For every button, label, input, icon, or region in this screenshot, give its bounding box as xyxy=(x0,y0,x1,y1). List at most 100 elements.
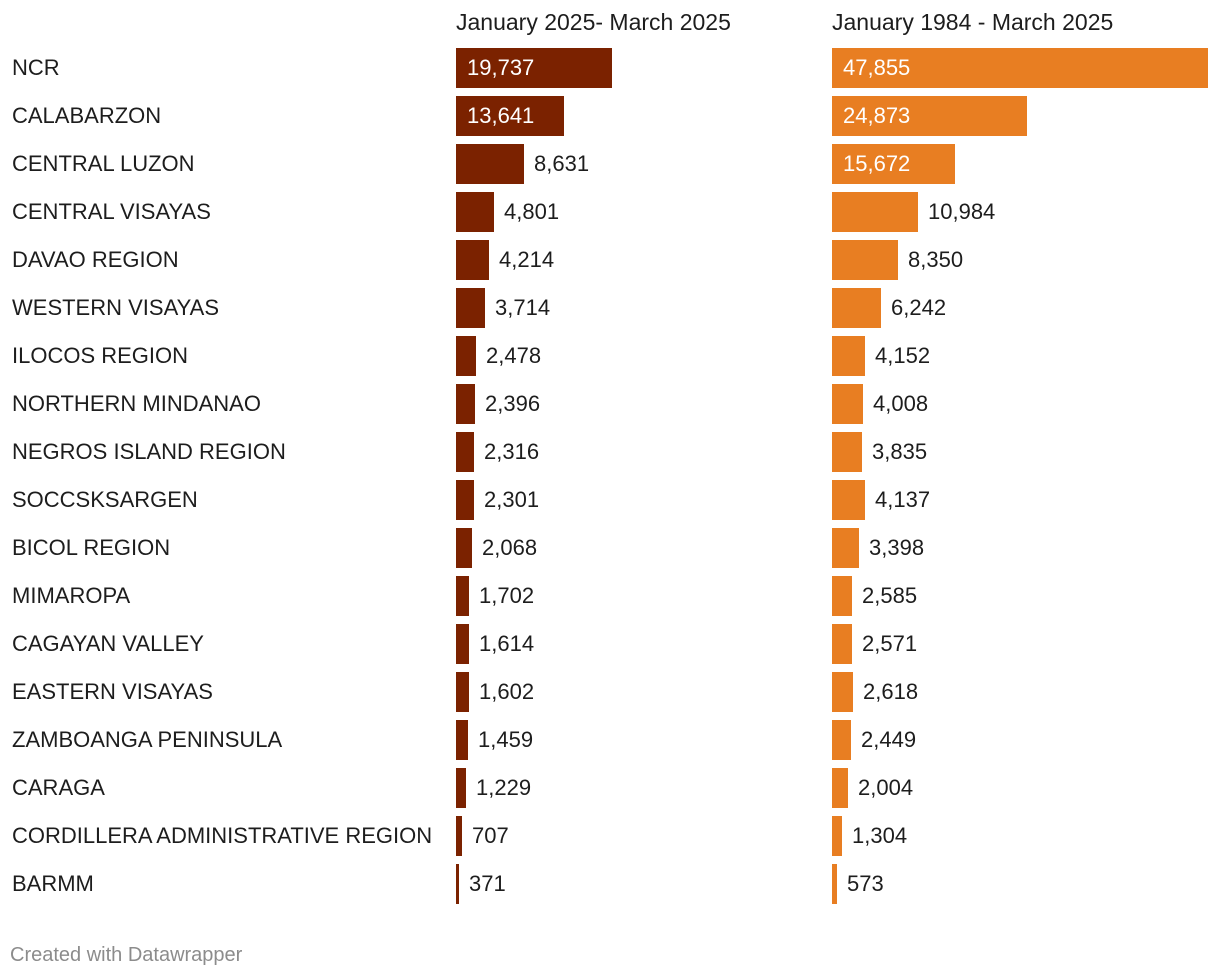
value-label-series-2: 6,242 xyxy=(891,295,947,320)
value-label-series-1: 13,641 xyxy=(467,103,535,128)
bar-series-1 xyxy=(456,624,469,664)
bar-series-1 xyxy=(456,720,468,760)
value-label-series-1: 3,714 xyxy=(495,295,551,320)
bar-series-2 xyxy=(832,768,848,808)
value-label-series-2: 2,585 xyxy=(862,583,918,608)
value-label-series-1: 2,316 xyxy=(484,439,540,464)
value-label-series-1: 1,702 xyxy=(479,583,535,608)
row-negros-island-region: NEGROS ISLAND REGION 2,316 3,835 xyxy=(0,432,1220,472)
bar-series-2 xyxy=(832,576,852,616)
value-label-series-1: 707 xyxy=(472,823,509,848)
row-barmm: BARMM 371 573 xyxy=(0,864,1220,904)
bar-series-1 xyxy=(456,816,462,856)
bar-series-1 xyxy=(456,768,466,808)
value-label-series-2: 24,873 xyxy=(843,103,911,128)
datawrapper-credit: Created with Datawrapper xyxy=(10,944,243,966)
bar-series-2 xyxy=(832,624,852,664)
bar-series-1 xyxy=(456,96,564,136)
region-label: CARAGA xyxy=(12,775,105,800)
row-northern-mindanao: NORTHERN MINDANAO 2,396 4,008 xyxy=(0,384,1220,424)
bar-series-1 xyxy=(456,384,475,424)
bar-series-2 xyxy=(832,144,955,184)
bar-series-2 xyxy=(832,672,853,712)
value-label-series-2: 2,449 xyxy=(861,727,917,752)
value-label-series-1: 2,478 xyxy=(486,343,542,368)
bar-series-2 xyxy=(832,336,865,376)
region-label: ZAMBOANGA PENINSULA xyxy=(12,727,283,752)
row-cagayan-valley: CAGAYAN VALLEY 1,614 2,571 xyxy=(0,624,1220,664)
value-label-series-1: 1,602 xyxy=(479,679,535,704)
value-label-series-1: 2,068 xyxy=(482,535,538,560)
value-label-series-2: 4,137 xyxy=(875,487,931,512)
bar-series-2 xyxy=(832,864,837,904)
row-bicol-region: BICOL REGION 2,068 3,398 xyxy=(0,528,1220,568)
value-label-series-1: 19,737 xyxy=(467,55,535,80)
bar-series-1 xyxy=(456,576,469,616)
row-soccsksargen: SOCCSKSARGEN 2,301 4,137 xyxy=(0,480,1220,520)
bar-series-1 xyxy=(456,528,472,568)
value-label-series-2: 8,350 xyxy=(908,247,964,272)
row-cordillera-administrative-region: CORDILLERA ADMINISTRATIVE REGION 707 1,304 xyxy=(0,816,1220,856)
bar-series-2 xyxy=(832,384,863,424)
bar-series-1 xyxy=(456,240,489,280)
column-header-series-2: January 1984 - March 2025 xyxy=(832,9,1114,35)
bar-series-1 xyxy=(456,144,524,184)
value-label-series-2: 573 xyxy=(847,871,884,896)
region-label: CENTRAL VISAYAS xyxy=(12,199,211,224)
bar-series-2 xyxy=(832,48,1208,88)
value-label-series-2: 2,618 xyxy=(863,679,919,704)
row-central-visayas: CENTRAL VISAYAS 4,801 10,984 xyxy=(0,192,1220,232)
bar-series-2 xyxy=(832,96,1027,136)
region-label: SOCCSKSARGEN xyxy=(12,487,198,512)
row-mimaropa: MIMAROPA 1,702 2,585 xyxy=(0,576,1220,616)
value-label-series-1: 1,459 xyxy=(478,727,534,752)
value-label-series-2: 3,398 xyxy=(869,535,925,560)
bar-series-2 xyxy=(832,288,881,328)
region-label: CALABARZON xyxy=(12,103,162,128)
value-label-series-1: 1,614 xyxy=(479,631,535,656)
bar-series-2 xyxy=(832,528,859,568)
value-label-series-1: 2,396 xyxy=(485,391,541,416)
row-calabarzon: CALABARZON 13,641 24,873 xyxy=(0,96,1220,136)
region-label: EASTERN VISAYAS xyxy=(12,679,213,704)
bar-series-2 xyxy=(832,480,865,520)
region-label: BICOL REGION xyxy=(12,535,171,560)
region-label: BARMM xyxy=(12,871,94,896)
bar-series-2 xyxy=(832,432,862,472)
value-label-series-1: 1,229 xyxy=(476,775,532,800)
region-label: WESTERN VISAYAS xyxy=(12,295,220,320)
region-label: NCR xyxy=(12,55,60,80)
bar-series-1 xyxy=(456,48,612,88)
bar-series-2 xyxy=(832,720,851,760)
region-label: NORTHERN MINDANAO xyxy=(12,391,261,416)
bar-series-1 xyxy=(456,192,494,232)
bar-series-1 xyxy=(456,864,459,904)
value-label-series-2: 3,835 xyxy=(872,439,928,464)
bar-series-1 xyxy=(456,336,476,376)
region-label: DAVAO REGION xyxy=(12,247,179,272)
value-label-series-2: 4,008 xyxy=(873,391,929,416)
value-label-series-2: 15,672 xyxy=(843,151,911,176)
bar-series-1 xyxy=(456,672,469,712)
region-label: CORDILLERA ADMINISTRATIVE REGION xyxy=(12,823,433,848)
region-label: CAGAYAN VALLEY xyxy=(12,631,204,656)
region-label: CENTRAL LUZON xyxy=(12,151,195,176)
region-label: ILOCOS REGION xyxy=(12,343,189,368)
bar-series-1 xyxy=(456,480,474,520)
row-ilocos-region: ILOCOS REGION 2,478 4,152 xyxy=(0,336,1220,376)
bar-series-2 xyxy=(832,816,842,856)
bar-series-1 xyxy=(456,432,474,472)
row-central-luzon: CENTRAL LUZON 8,631 15,672 xyxy=(0,144,1220,184)
row-eastern-visayas: EASTERN VISAYAS 1,602 2,618 xyxy=(0,672,1220,712)
bar-series-1 xyxy=(456,288,485,328)
value-label-series-2: 2,004 xyxy=(858,775,914,800)
column-header-series-1: January 2025- March 2025 xyxy=(456,9,731,35)
value-label-series-1: 8,631 xyxy=(534,151,590,176)
bar-series-2 xyxy=(832,192,918,232)
value-label-series-1: 2,301 xyxy=(484,487,540,512)
row-davao-region: DAVAO REGION 4,214 8,350 xyxy=(0,240,1220,280)
value-label-series-1: 371 xyxy=(469,871,506,896)
value-label-series-2: 4,152 xyxy=(875,343,931,368)
row-caraga: CARAGA 1,229 2,004 xyxy=(0,768,1220,808)
bar-series-2 xyxy=(832,240,898,280)
